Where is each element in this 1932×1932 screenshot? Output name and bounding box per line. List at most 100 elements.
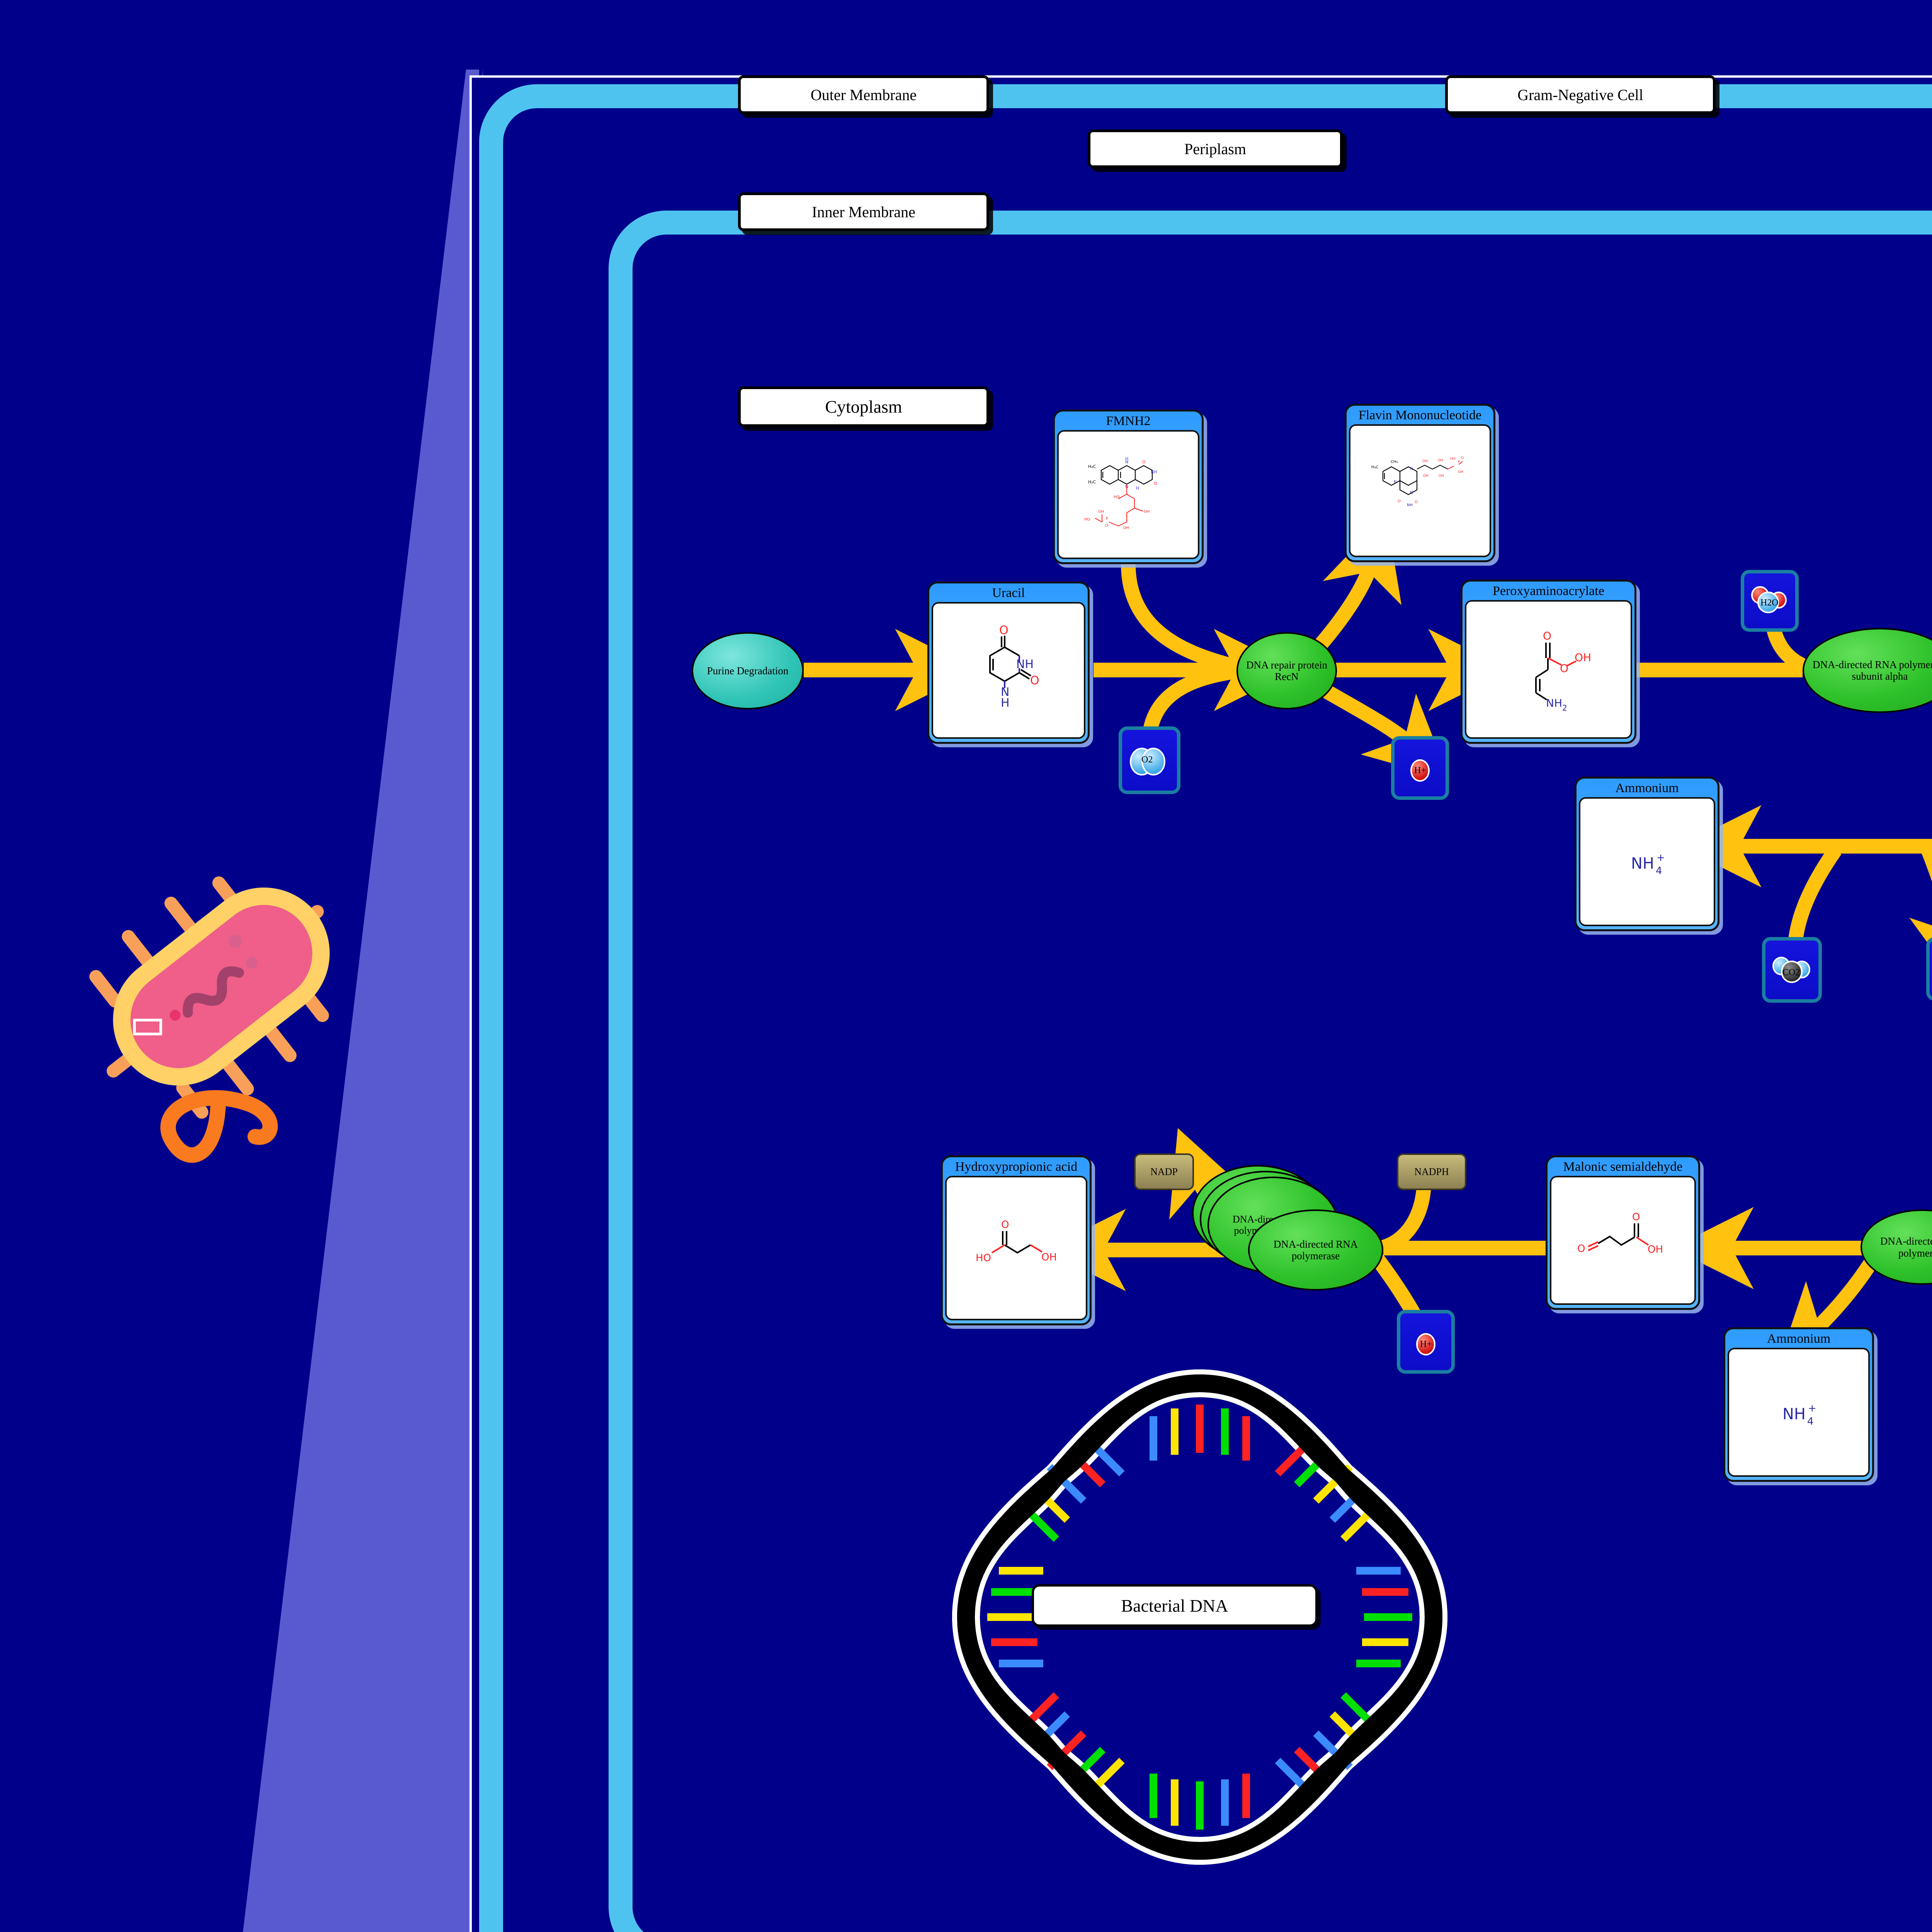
cofactor-co2-1-label: CO2 bbox=[1782, 968, 1800, 978]
enzyme-recn[interactable]: DNA repair protein RecN bbox=[1236, 632, 1337, 709]
svg-text:HO: HO bbox=[1084, 517, 1090, 522]
svg-text:O: O bbox=[1461, 456, 1464, 460]
svg-text:OH: OH bbox=[1575, 651, 1591, 664]
svg-text:OH: OH bbox=[1098, 510, 1104, 514]
svg-text:2: 2 bbox=[1562, 703, 1567, 713]
compound-malonic-semialdehyde-label: Malonic semialdehyde bbox=[1563, 1160, 1683, 1174]
svg-text:HO: HO bbox=[976, 1252, 991, 1264]
bacterium-illustration bbox=[70, 796, 417, 1221]
label-bacterial-dna: Bacterial DNA bbox=[1032, 1584, 1318, 1627]
svg-text:4: 4 bbox=[1656, 865, 1662, 877]
compound-ammonium-bottom[interactable]: Ammonium NH 4 + bbox=[1723, 1327, 1874, 1482]
cofactor-o2-1[interactable]: O2 bbox=[1119, 726, 1180, 794]
svg-text:H₃C: H₃C bbox=[1088, 464, 1096, 469]
compound-peroxyaminoacrylate-label: Peroxyaminoacrylate bbox=[1493, 584, 1604, 598]
cofactor-nadp[interactable]: NADP bbox=[1134, 1153, 1194, 1190]
3-hydroxypropionic-acid-structure: O HO OH bbox=[945, 1175, 1087, 1320]
enzyme-purine-degradation-label: Purine Degradation bbox=[707, 665, 789, 677]
compound-ammonium-top[interactable]: Ammonium NH 4 + bbox=[1575, 777, 1719, 931]
svg-text:O: O bbox=[1415, 500, 1418, 504]
enzyme-rnap-bottom-left-label: DNA-directed RNA polymerase bbox=[1273, 1238, 1358, 1262]
svg-text:O: O bbox=[1398, 499, 1401, 503]
svg-text:H: H bbox=[1136, 486, 1139, 491]
compound-uracil[interactable]: Uracil bbox=[927, 582, 1090, 744]
svg-text:N: N bbox=[1410, 491, 1413, 495]
cofactor-h2o-1[interactable]: H2O bbox=[1741, 570, 1799, 632]
svg-text:H: H bbox=[1125, 456, 1128, 461]
svg-text:H: H bbox=[1001, 696, 1010, 710]
cofactor-hplus-1[interactable]: H+ bbox=[1391, 736, 1449, 800]
fmnh2-structure: H₃C H₃C N H O NH O N H bbox=[1057, 430, 1199, 559]
enzyme-purine-degradation[interactable]: Purine Degradation bbox=[692, 632, 804, 709]
compound-flavin-mononucleotide-label: Flavin Mononucleotide bbox=[1358, 408, 1482, 422]
svg-text:NH: NH bbox=[1546, 697, 1562, 709]
svg-text:OH: OH bbox=[1648, 1244, 1663, 1255]
compound-hydroxypropionic-acid[interactable]: Hydroxypropionic acid O HO OH bbox=[941, 1155, 1092, 1325]
peroxyaminoacrylate-structure: O O OH NH 2 bbox=[1465, 600, 1632, 739]
svg-text:OH: OH bbox=[1439, 474, 1444, 478]
enzyme-recn-label: DNA repair protein RecN bbox=[1246, 659, 1327, 682]
svg-text:OH: OH bbox=[1422, 459, 1428, 463]
svg-text:N: N bbox=[1125, 459, 1128, 464]
label-gram-negative-cell-text: Gram-Negative Cell bbox=[1517, 86, 1643, 104]
compound-ammonium-top-label: Ammonium bbox=[1615, 781, 1679, 795]
svg-text:H₃C: H₃C bbox=[1371, 465, 1379, 469]
enzyme-rnap-subunit-alpha[interactable]: DNA-directed RNA polymerase subunit alph… bbox=[1803, 628, 1932, 713]
cofactor-h2o-1-label: H2O bbox=[1760, 598, 1779, 608]
svg-text:OH: OH bbox=[1438, 459, 1443, 463]
cofactor-hplus-1-label: H+ bbox=[1414, 765, 1426, 776]
enzyme-rnap-subunit-alpha-label: DNA-directed RNA polymerase subunit alph… bbox=[1813, 658, 1932, 682]
svg-text:O: O bbox=[1001, 1219, 1009, 1231]
cofactor-hplus-5[interactable]: H+ bbox=[1397, 1310, 1455, 1374]
svg-text:O: O bbox=[1543, 629, 1551, 642]
label-outer-membrane: Outer Membrane bbox=[738, 75, 989, 114]
compound-malonic-semialdehyde[interactable]: Malonic semialdehyde O O OH bbox=[1546, 1155, 1700, 1310]
svg-text:NH: NH bbox=[1151, 469, 1157, 474]
svg-text:H₃C: H₃C bbox=[1088, 480, 1096, 485]
compound-peroxyaminoacrylate[interactable]: Peroxyaminoacrylate O O bbox=[1461, 580, 1636, 744]
svg-text:O: O bbox=[1105, 524, 1108, 528]
svg-text:P: P bbox=[1458, 460, 1460, 464]
cofactor-hplus-5-label: H+ bbox=[1420, 1339, 1432, 1349]
svg-text:OH: OH bbox=[1123, 526, 1129, 530]
svg-text:+: + bbox=[1656, 852, 1665, 864]
compound-flavin-mononucleotide[interactable]: Flavin Mononucleotide CH₃ H₃C N N N O O bbox=[1345, 404, 1495, 562]
svg-text:O: O bbox=[1560, 662, 1568, 675]
label-periplasm: Periplasm bbox=[1088, 129, 1343, 168]
svg-text:O: O bbox=[1154, 481, 1157, 486]
cofactor-co2-1[interactable]: CO2 bbox=[1762, 937, 1822, 1003]
outer-membrane-ring bbox=[479, 84, 1932, 1932]
svg-text:NH: NH bbox=[1782, 1405, 1806, 1423]
malonic-semialdehyde-structure: O O OH bbox=[1550, 1175, 1696, 1305]
svg-text:OH: OH bbox=[1458, 470, 1463, 474]
compound-uracil-label: Uracil bbox=[992, 586, 1025, 600]
label-inner-membrane-text: Inner Membrane bbox=[812, 203, 915, 221]
svg-text:NH: NH bbox=[1631, 855, 1654, 872]
label-cytoplasm-text: Cytoplasm bbox=[825, 397, 902, 417]
enzyme-rnap-bottom-left[interactable]: DNA-directed RNA polymerase bbox=[1248, 1209, 1383, 1291]
svg-text:CH₃: CH₃ bbox=[1391, 460, 1398, 464]
svg-text:OH: OH bbox=[1144, 510, 1150, 514]
label-inner-membrane: Inner Membrane bbox=[738, 192, 989, 231]
cofactor-nadp-label: NADP bbox=[1150, 1166, 1178, 1177]
label-gram-negative-cell: Gram-Negative Cell bbox=[1445, 75, 1716, 114]
uracil-structure: O NH O N H bbox=[932, 602, 1085, 739]
cofactor-o2-1-label: O2 bbox=[1141, 754, 1153, 765]
svg-text:HO: HO bbox=[1450, 457, 1456, 461]
label-outer-membrane-text: Outer Membrane bbox=[810, 86, 917, 104]
bacterial-dna-ring bbox=[920, 1337, 1480, 1897]
svg-text:NH: NH bbox=[1407, 503, 1413, 507]
svg-text:NH: NH bbox=[1016, 658, 1034, 671]
svg-text:N: N bbox=[1001, 685, 1009, 699]
cofactor-nadph[interactable]: NADPH bbox=[1397, 1153, 1466, 1190]
ammonium-bottom-structure: NH 4 + bbox=[1728, 1347, 1870, 1477]
svg-text:OH: OH bbox=[1041, 1252, 1057, 1263]
svg-text:P: P bbox=[1106, 517, 1108, 521]
svg-text:O: O bbox=[1142, 459, 1146, 464]
zoom-region-box bbox=[133, 1019, 162, 1036]
compound-fmnh2[interactable]: FMNH2 H₃C H₃C N H O NH O N bbox=[1053, 410, 1204, 564]
cofactor-hplus-3[interactable]: H+ bbox=[1926, 937, 1932, 1001]
cofactor-nadph-label: NADPH bbox=[1414, 1166, 1449, 1177]
enzyme-rnap-bottom-right-label: DNA-directed RNA polymerase bbox=[1880, 1235, 1932, 1259]
